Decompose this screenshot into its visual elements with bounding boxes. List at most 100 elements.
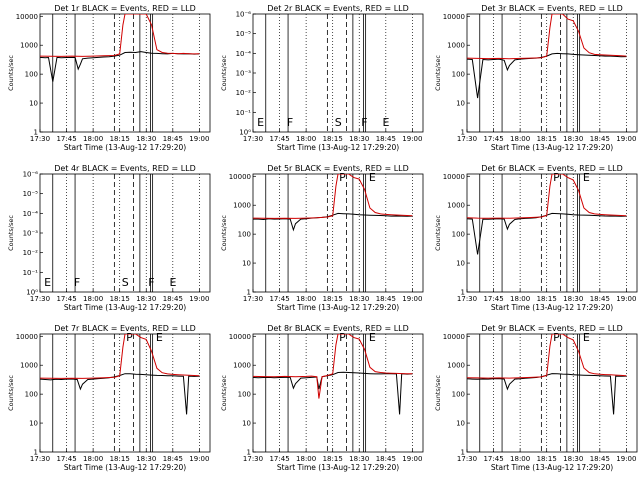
y-tick-label: 10⁰ [239,129,251,137]
y-tick-label: 1000 [447,42,465,50]
y-tick-label: 10 [242,420,251,428]
x-tick-label: 18:15 [110,295,130,303]
panel-title: Det 8r BLACK = Events, RED = LLD [267,324,409,333]
series-events-line [253,371,413,415]
y-tick-label: 10⁻² [236,89,252,97]
y-tick-label: 1 [461,129,465,137]
x-tick-label: 17:45 [269,135,289,143]
plot-frame [252,13,424,133]
phase-marker: P [553,331,560,344]
x-tick-label: 17:30 [243,135,263,143]
x-tick-label: 17:30 [243,295,263,303]
y-tick-label: 10⁻⁴ [23,210,39,218]
x-tick-label: 18:15 [323,135,343,143]
y-axis-label: Counts/sec [7,375,15,411]
x-tick-label: 18:15 [323,455,343,463]
phase-marker: S [122,276,129,289]
y-tick-label: 10⁰ [26,289,38,297]
x-axis-label: Start Time (13-Aug-12 17:29:20) [277,143,399,152]
x-tick-label: 18:30 [563,135,583,143]
panel-title: Det 6r BLACK = Events, RED = LLD [481,164,623,173]
y-tick-label: 10000 [229,333,251,341]
y-tick-label: 10 [456,100,465,108]
y-tick-label: 100 [25,71,38,79]
phase-marker: E [257,116,264,129]
series-lld-line [40,334,200,379]
x-tick-label: 17:45 [483,135,503,143]
y-axis-label: Counts/sec [434,375,442,411]
panel-det-2: Det 2r BLACK = Events, RED = LLD 17:30 17:… [220,4,424,152]
phase-marker: F [361,116,367,129]
x-axis-label: Start Time (13-Aug-12 17:29:20) [491,303,613,312]
x-tick-label: 18:45 [163,455,183,463]
plot-frame [39,173,211,293]
x-tick-label: 18:00 [83,455,103,463]
y-tick-label: 100 [238,391,251,399]
y-tick-label: 1000 [20,362,38,370]
phase-marker: E [156,331,163,344]
phase-marker: E [383,116,390,129]
x-tick-label: 19:00 [616,135,636,143]
y-tick-label: 10⁻¹ [23,269,39,277]
series-lld-line [467,174,627,219]
y-tick-label: 100 [25,391,38,399]
plot-frame [39,13,211,133]
phase-marker: E [369,331,376,344]
y-tick-label: 10⁻⁴ [236,50,252,58]
y-tick-label: 10000 [16,13,38,21]
x-tick-label: 18:30 [563,295,583,303]
panel-det-6: Det 6r BLACK = Events, RED = LLD 17:30 17:… [434,164,638,312]
plot-frame [252,173,424,293]
y-tick-label: 1000 [233,362,251,370]
x-tick-label: 17:30 [457,455,477,463]
phase-marker: P [126,331,133,344]
y-tick-label: 100 [452,231,465,239]
panel-title: Det 5r BLACK = Events, RED = LLD [267,164,409,173]
series-lld-line [253,174,413,219]
x-tick-label: 18:15 [110,455,130,463]
x-tick-label: 18:45 [590,455,610,463]
y-axis-label: Counts/sec [220,55,228,91]
y-tick-label: 10⁻³ [236,70,252,78]
y-tick-label: 1 [34,449,38,457]
phase-marker: E [369,171,376,184]
y-axis-label: Counts/sec [220,215,228,251]
y-tick-label: 10⁻² [23,249,39,257]
x-tick-label: 19:00 [402,455,422,463]
x-tick-label: 19:00 [189,455,209,463]
y-tick-label: 10 [456,420,465,428]
y-tick-label: 100 [452,71,465,79]
series-lld-line [467,14,627,60]
x-tick-label: 18:45 [590,135,610,143]
x-tick-label: 18:30 [349,455,369,463]
y-tick-label: 1000 [447,362,465,370]
x-tick-label: 18:30 [136,295,156,303]
x-tick-label: 18:15 [323,295,343,303]
x-tick-label: 18:45 [376,295,396,303]
x-tick-label: 18:45 [590,295,610,303]
x-axis-label: Start Time (13-Aug-12 17:29:20) [64,463,186,472]
y-axis-label: Counts/sec [7,215,15,251]
panel-title: Det 9r BLACK = Events, RED = LLD [481,324,623,333]
x-tick-label: 18:15 [110,135,130,143]
y-tick-label: 1000 [447,202,465,210]
y-tick-label: 10⁻³ [23,230,39,238]
x-axis-label: Start Time (13-Aug-12 17:29:20) [277,303,399,312]
phase-marker: E [583,331,590,344]
panel-det-1: Det 1r BLACK = Events, RED = LLD 17:30 17:… [7,4,211,152]
x-axis-label: Start Time (13-Aug-12 17:29:20) [491,143,613,152]
y-tick-label: 100 [452,391,465,399]
y-tick-label: 1000 [233,202,251,210]
x-tick-label: 18:45 [163,135,183,143]
panel-det-5: Det 5r BLACK = Events, RED = LLD 17:30 17:… [220,164,424,312]
x-tick-label: 18:45 [376,455,396,463]
x-tick-label: 17:30 [457,295,477,303]
x-tick-label: 18:45 [376,135,396,143]
phase-marker: P [339,171,346,184]
phase-marker: F [148,276,154,289]
phase-marker: E [170,276,177,289]
phase-marker: F [74,276,80,289]
phase-marker: E [583,171,590,184]
x-tick-label: 19:00 [402,135,422,143]
